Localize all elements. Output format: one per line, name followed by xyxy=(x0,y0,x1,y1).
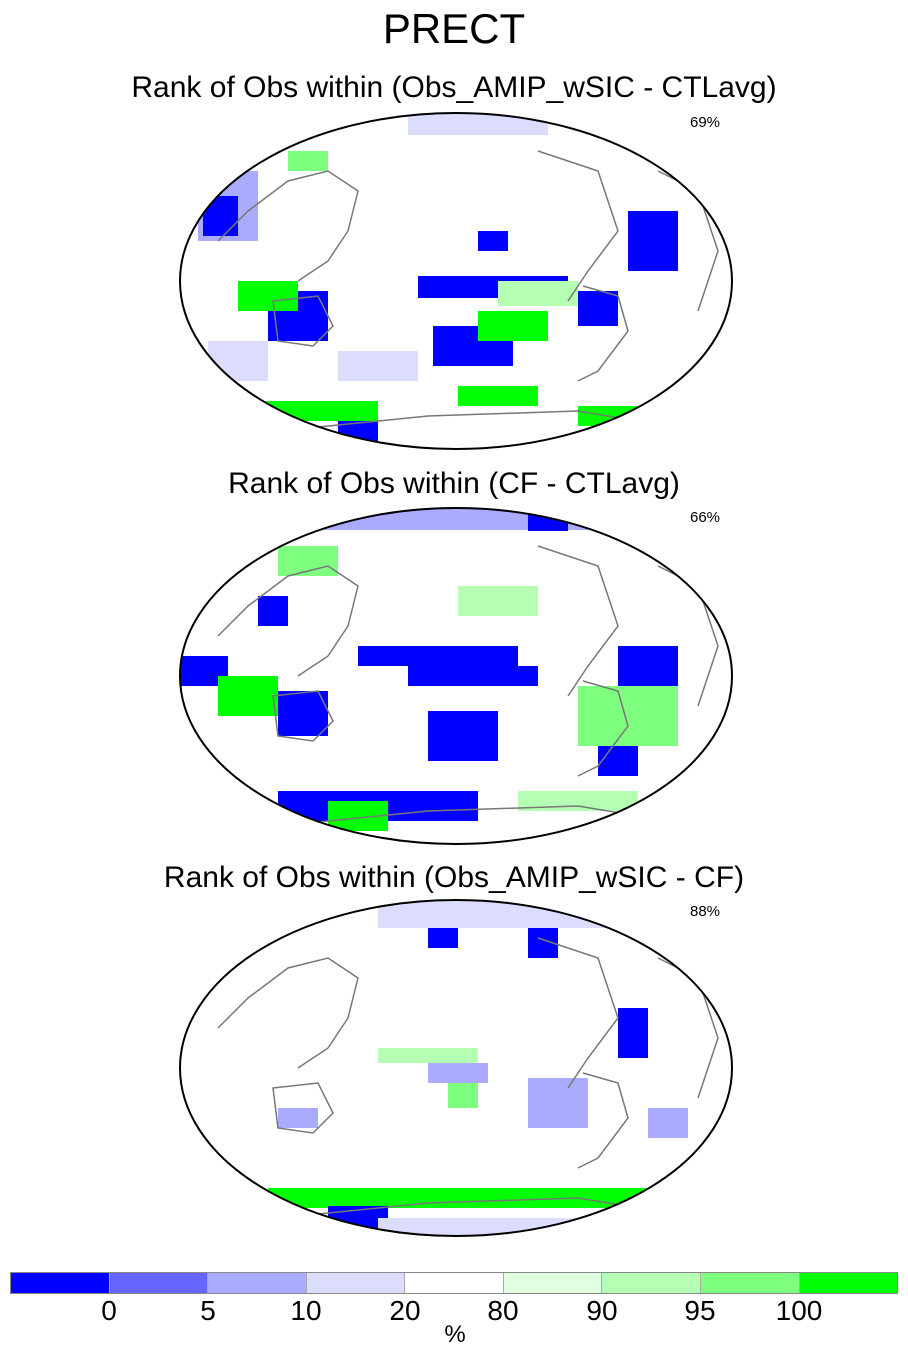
colorbar-segment xyxy=(109,1273,209,1293)
colorbar-tick: 10 xyxy=(290,1295,322,1326)
panel-3-percent: 88% xyxy=(690,903,721,920)
colorbar-segment xyxy=(208,1273,307,1293)
panel-2-percent: 66% xyxy=(690,509,721,526)
colorbar-tick: 0 xyxy=(101,1295,117,1326)
colorbar-tick: 20 xyxy=(389,1295,421,1326)
colorbar-tick: 95 xyxy=(684,1295,716,1326)
panel-1-map xyxy=(179,112,733,450)
colorbar-segment xyxy=(700,1273,800,1293)
panel-2-title: Rank of Obs within (CF - CTLavg) xyxy=(228,467,680,500)
colorbar-segment xyxy=(405,1273,504,1293)
colorbar-unit: % xyxy=(444,1321,466,1348)
panel-1-title: Rank of Obs within (Obs_AMIP_wSIC - CTLa… xyxy=(131,71,777,104)
colorbar-segment xyxy=(799,1273,898,1293)
colorbar-tick: 80 xyxy=(487,1295,519,1326)
colorbar-segment xyxy=(11,1273,110,1293)
colorbar-tick: 90 xyxy=(586,1295,618,1326)
colorbar-tick: 100 xyxy=(775,1295,823,1326)
colorbar-segment xyxy=(306,1273,406,1293)
panel-1-percent: 69% xyxy=(690,114,721,131)
panel-3-map xyxy=(179,899,733,1237)
colorbar-segment xyxy=(602,1273,701,1293)
colorbar-tick: 5 xyxy=(200,1295,216,1326)
panel-3-title: Rank of Obs within (Obs_AMIP_wSIC - CF) xyxy=(163,861,745,894)
panel-2-map xyxy=(179,507,733,845)
colorbar xyxy=(10,1272,898,1294)
main-title: PRECT xyxy=(382,5,526,52)
colorbar-segment xyxy=(503,1273,603,1293)
